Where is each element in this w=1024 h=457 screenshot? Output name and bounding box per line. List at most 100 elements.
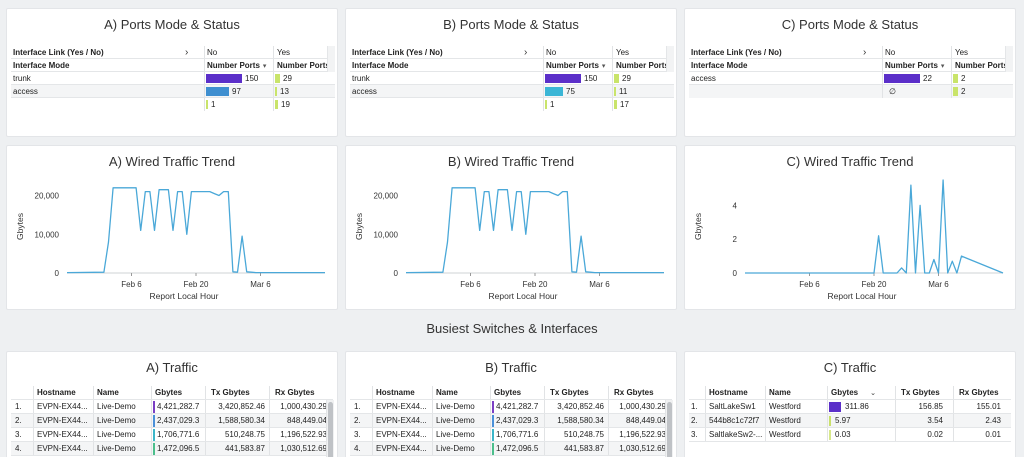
gbytes-label: Gbytes: [155, 388, 183, 397]
hostname-cell: EVPN-EX44...: [376, 444, 427, 453]
table-row[interactable]: 3. SaltlakeSw2-... Westford 0.03 0.02 0.01: [689, 428, 1011, 442]
column-divider: [895, 400, 896, 413]
x-axis-title: Report Local Hour: [489, 291, 558, 301]
name-header[interactable]: Name: [97, 388, 119, 397]
column-divider: [612, 85, 613, 97]
column-divider: [33, 414, 34, 427]
table-row[interactable]: trunk 150 29: [350, 72, 674, 85]
number-ports-no-header[interactable]: Number Ports ▾: [207, 59, 266, 72]
chevron-right-icon[interactable]: ›: [863, 47, 867, 58]
row-index: 1.: [354, 402, 361, 411]
no-count: 1: [211, 100, 216, 109]
hostname-header[interactable]: Hostname: [37, 388, 76, 397]
table-row[interactable]: 2. EVPN-EX44... Live-Demo 2,437,029.3 1,588,…: [11, 414, 333, 428]
y-tick-label: 10,000: [374, 230, 399, 239]
rx-header[interactable]: Rx Gbytes: [275, 388, 315, 397]
chevron-right-icon[interactable]: ›: [185, 47, 189, 58]
vertical-scrollbar[interactable]: [326, 400, 334, 457]
yes-header: Yes: [277, 48, 291, 57]
table-row[interactable]: trunk 150 29: [11, 72, 335, 85]
horizontal-scrollbar[interactable]: [1005, 46, 1013, 72]
no-count: 97: [232, 87, 241, 96]
yes-count: 17: [620, 100, 629, 109]
table-row[interactable]: access 22 2: [689, 72, 1013, 85]
table-row[interactable]: 1 19: [11, 98, 335, 111]
yes-header: Yes: [955, 48, 969, 57]
row-index: 2.: [15, 416, 22, 425]
column-divider: [269, 386, 270, 399]
hostname-header[interactable]: Hostname: [376, 388, 415, 397]
rx-header[interactable]: Rx Gbytes: [959, 388, 999, 397]
column-divider: [33, 428, 34, 441]
sort-desc-icon[interactable]: ▾: [940, 63, 945, 70]
horizontal-scrollbar[interactable]: [327, 46, 335, 72]
table-row[interactable]: 1. EVPN-EX44... Live-Demo 4,421,282.7 3,420,…: [350, 400, 672, 414]
table-header-row: Interface Link (Yes / No) › No Yes: [11, 46, 335, 59]
yes-count-bar: [275, 74, 280, 83]
column-divider: [544, 400, 545, 413]
column-divider: [612, 72, 613, 84]
panel-title: B) Ports Mode & Status: [443, 17, 579, 32]
column-divider: [765, 400, 766, 413]
tx-cell: 3,420,852.46: [557, 402, 604, 411]
column-divider: [612, 98, 613, 111]
name-header[interactable]: Name: [769, 388, 791, 397]
column-divider: [273, 72, 274, 84]
column-divider: [204, 72, 205, 84]
rx-header[interactable]: Rx Gbytes: [614, 388, 654, 397]
x-tick-label: Feb 6: [121, 280, 142, 289]
gbytes-header[interactable]: Gbytes ⌄: [831, 386, 876, 400]
hostname-cell: EVPN-EX44...: [376, 416, 427, 425]
vertical-scrollbar[interactable]: [665, 400, 673, 457]
sort-desc-icon[interactable]: ⌄: [870, 390, 876, 397]
tx-header[interactable]: Tx Gbytes: [901, 388, 940, 397]
gbytes-header[interactable]: Gbytes: [494, 386, 533, 400]
scrollbar-thumb[interactable]: [667, 402, 672, 457]
trend-panel-c: C) Wired Traffic Trend 0 2 4 Feb 6 Feb 20 Mar …: [684, 145, 1016, 310]
name-header[interactable]: Name: [436, 388, 458, 397]
rx-cell: 1,030,512.69: [619, 444, 666, 453]
table-row[interactable]: 1. EVPN-EX44... Live-Demo 4,421,282.7 3,420,…: [11, 400, 333, 414]
chevron-right-icon[interactable]: ›: [524, 47, 528, 58]
y-tick-label: 0: [394, 269, 399, 278]
sort-desc-icon[interactable]: ▾: [601, 63, 606, 70]
hostname-cell: EVPN-EX44...: [37, 430, 88, 439]
number-ports-yes-header[interactable]: Number Ports: [955, 61, 1008, 70]
table-header-row: Hostname Name Gbytes Tx Gbytes Rx Gbytes: [350, 386, 672, 400]
table-row[interactable]: access 97 13: [11, 85, 335, 98]
column-divider: [93, 428, 94, 441]
yes-count: 29: [283, 74, 292, 83]
column-divider: [953, 400, 954, 413]
number-ports-yes-header[interactable]: Number Ports: [277, 61, 330, 70]
column-divider: [205, 386, 206, 399]
table-row[interactable]: 4. EVPN-EX44... Live-Demo 1,472,096.5 441,58…: [11, 442, 333, 456]
yes-count: 29: [622, 74, 631, 83]
table-row[interactable]: 1 17: [350, 98, 674, 111]
hostname-header[interactable]: Hostname: [709, 388, 748, 397]
number-ports-no-header[interactable]: Number Ports ▾: [546, 59, 605, 72]
number-ports-no-header[interactable]: Number Ports ▾: [885, 59, 944, 72]
table-row[interactable]: 3. EVPN-EX44... Live-Demo 1,706,771.6 510,24…: [350, 428, 672, 442]
scrollbar-thumb[interactable]: [328, 402, 333, 457]
table-row[interactable]: 2. EVPN-EX44... Live-Demo 2,437,029.3 1,588,…: [350, 414, 672, 428]
number-ports-yes-header[interactable]: Number Ports: [616, 61, 669, 70]
table-row[interactable]: access 75 11: [350, 85, 674, 98]
sort-desc-icon[interactable]: ▾: [262, 63, 267, 70]
table-row[interactable]: 1. SaltLakeSw1 Westford 311.86 156.85 155.01: [689, 400, 1011, 414]
no-header: No: [207, 48, 218, 57]
horizontal-scrollbar[interactable]: [666, 46, 674, 72]
ports-panel-b: B) Ports Mode & Status Interface Link (Ye…: [345, 8, 677, 137]
table-row[interactable]: 3. EVPN-EX44... Live-Demo 1,706,771.6 510,24…: [11, 428, 333, 442]
gbytes-bar: [153, 429, 155, 441]
table-row[interactable]: ∅ 2: [689, 85, 1013, 98]
gbytes-header[interactable]: Gbytes: [155, 386, 194, 400]
tx-header[interactable]: Tx Gbytes: [550, 388, 589, 397]
column-divider: [93, 400, 94, 413]
ports-panel-a: A) Ports Mode & Status Interface Link (Ye…: [6, 8, 338, 137]
tx-header[interactable]: Tx Gbytes: [211, 388, 250, 397]
table-row[interactable]: 4. EVPN-EX44... Live-Demo 1,472,096.5 441,58…: [350, 442, 672, 456]
column-divider: [882, 85, 883, 98]
column-divider: [827, 400, 828, 413]
gbytes-bar: [492, 429, 494, 441]
table-row[interactable]: 2. 544b8c1c72f7 Westford 5.97 3.54 2.43: [689, 414, 1011, 428]
